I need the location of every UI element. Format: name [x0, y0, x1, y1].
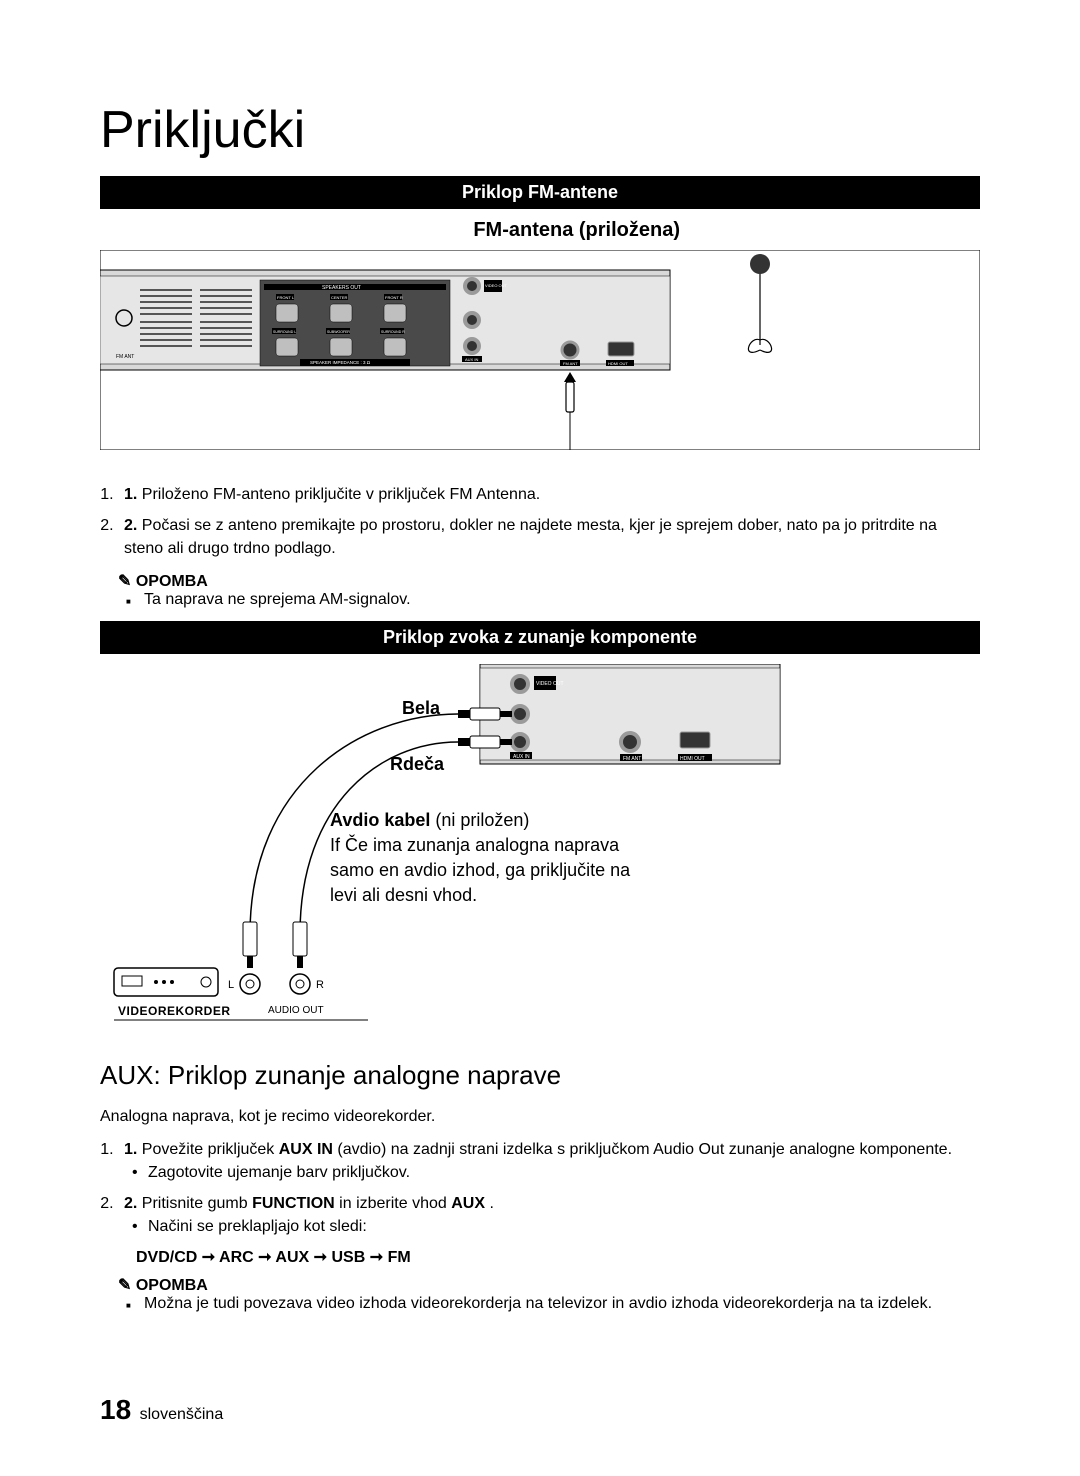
fm-step-2: 2. Počasi se z anteno premikajte po pros…	[118, 514, 980, 560]
aux-step-1-sub: Zagotovite ujemanje barv priključkov.	[142, 1161, 980, 1184]
rdeca-label: Rdeča	[390, 754, 444, 775]
svg-text:AUX IN: AUX IN	[465, 357, 478, 362]
svg-text:FM ANT: FM ANT	[623, 756, 641, 762]
note-heading-1: ✎ OPOMBA	[118, 571, 980, 591]
mode-sequence: DVD/CD ➞ ARC ➞ AUX ➞ USB ➞ FM	[136, 1247, 980, 1267]
note-2: Možna je tudi povezava video izhoda vide…	[144, 1295, 980, 1313]
fm-antenna-diagram: FM ANT SPEAKERS OUT FRONT L CENTER FRONT…	[100, 250, 980, 450]
bela-label: Bela	[402, 698, 440, 719]
page-number: 18	[100, 1394, 131, 1425]
svg-text:FM ANT: FM ANT	[563, 361, 578, 366]
svg-text:HDMI OUT: HDMI OUT	[608, 361, 628, 366]
svg-text:R: R	[316, 979, 324, 991]
page-language: slovenščina	[140, 1406, 224, 1423]
svg-text:L: L	[228, 979, 234, 991]
aux-step-2: 2. Pritisnite gumb FUNCTION in izberite …	[118, 1192, 980, 1238]
aux-intro-paragraph: Analogna naprava, kot je recimo videorek…	[100, 1105, 980, 1128]
avdio-kabel-text: Avdio kabel (ni priložen) If Če ima zuna…	[330, 808, 730, 909]
aux-diagram: VIDEO OUT AUX IN FM ANT HDMI OUT	[100, 664, 980, 1044]
fm-step-1: 1. Priloženo FM-anteno priključite v pri…	[118, 483, 980, 506]
aux-instructions-list: 1. Povežite priključek AUX IN (avdio) na…	[118, 1138, 980, 1239]
fm-only-small-label: FM ANT	[116, 354, 134, 360]
fm-antenna-label: FM-antena (priložena)	[100, 219, 680, 242]
impedance-label: SPEAKER IMPEDANCE : 3 Ω	[310, 360, 371, 365]
svg-text:SURROUND L: SURROUND L	[273, 330, 296, 334]
svg-text:CENTER: CENTER	[331, 295, 348, 300]
page-title: Priključki	[100, 100, 980, 160]
fm-instructions-list: 1. Priloženo FM-anteno priključite v pri…	[118, 483, 980, 561]
aux-subheading: AUX: Priklop zunanje analogne naprave	[100, 1060, 980, 1091]
vcr-label: VIDEOREKORDER	[118, 1004, 231, 1018]
page-footer: 18 slovenščina	[100, 1394, 223, 1426]
speakers-out-label: SPEAKERS OUT	[322, 285, 361, 291]
svg-text:SURROUND R: SURROUND R	[381, 330, 405, 334]
aux-step-2-sub: Načini se preklapljajo kot sledi:	[142, 1215, 980, 1238]
note-heading-2: ✎ OPOMBA	[118, 1275, 980, 1295]
aux-step-1: 1. Povežite priključek AUX IN (avdio) na…	[118, 1138, 980, 1184]
note-1: Ta naprava ne sprejema AM-signalov.	[144, 591, 980, 609]
svg-text:VIDEO OUT: VIDEO OUT	[536, 681, 564, 687]
section-aux-bar: Priklop zvoka z zunanje komponente	[100, 621, 980, 654]
svg-text:HDMI OUT: HDMI OUT	[680, 756, 705, 762]
svg-text:AUX IN: AUX IN	[513, 754, 530, 760]
svg-text:SUBWOOFER: SUBWOOFER	[327, 330, 350, 334]
svg-text:FRONT L: FRONT L	[277, 295, 295, 300]
svg-text:VIDEO OUT: VIDEO OUT	[485, 283, 508, 288]
svg-text:FRONT R: FRONT R	[385, 295, 403, 300]
audio-out-label: AUDIO OUT	[268, 1005, 324, 1016]
section-fm-antenna-bar: Priklop FM-antene	[100, 176, 980, 209]
